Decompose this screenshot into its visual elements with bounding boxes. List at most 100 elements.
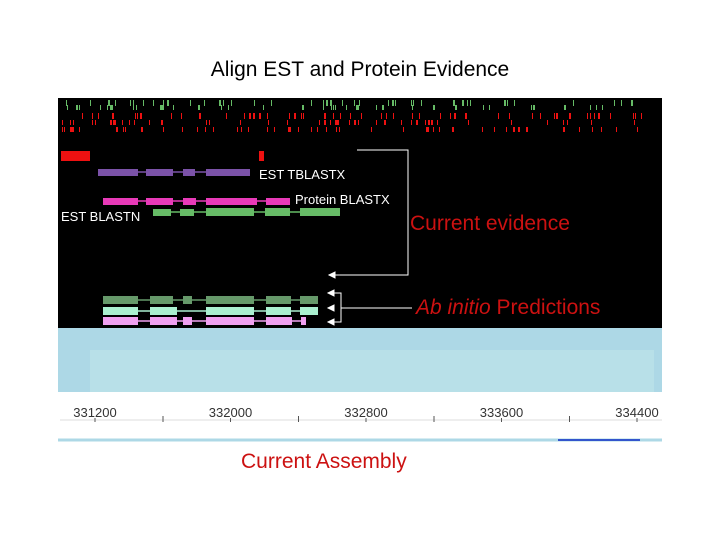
feature-tick <box>70 120 71 125</box>
feature-tick <box>573 100 574 106</box>
feature-tick <box>518 127 520 132</box>
feature-tick <box>73 120 74 125</box>
feature-tick <box>226 113 227 119</box>
feature-tick <box>163 127 164 132</box>
feature-tick <box>590 105 591 110</box>
feature-tick <box>614 100 615 106</box>
feature-tick <box>117 127 118 132</box>
feature-tick <box>335 120 337 125</box>
feature-tick <box>388 100 389 106</box>
ruler-tick-label: 334400 <box>615 405 658 420</box>
feature-tick <box>416 120 418 125</box>
feature-tick <box>133 100 134 106</box>
feature-tick <box>70 127 72 132</box>
feature-tick <box>72 127 74 132</box>
feature-tick <box>110 120 112 125</box>
feature-tick <box>143 100 144 106</box>
feature-tick <box>514 100 515 106</box>
feature-tick <box>135 113 136 119</box>
feature-tick <box>263 105 264 110</box>
feature-tick <box>564 105 566 110</box>
feature-tick <box>219 100 220 106</box>
ruler-tick-label: 333600 <box>480 405 523 420</box>
feature-tick <box>602 105 603 110</box>
label-current-assembly: Current Assembly <box>241 450 407 473</box>
feature-tick <box>616 127 617 132</box>
feature-tick <box>601 127 602 132</box>
feature-tick <box>323 105 324 110</box>
feature-tick <box>323 100 324 106</box>
feature-tick <box>513 127 515 132</box>
feature-tick <box>268 120 269 125</box>
feature-tick <box>140 113 141 119</box>
feature-tick <box>115 120 116 125</box>
feature-tick <box>267 113 268 119</box>
feature-tick <box>592 127 593 132</box>
feature-tick <box>241 127 242 132</box>
est-blastn-track <box>153 208 340 216</box>
feature-tick <box>271 100 272 106</box>
prediction-track-mint <box>103 307 318 315</box>
feature-tick <box>161 120 163 125</box>
feature-tick <box>324 120 326 125</box>
label-ab-initio-predictions: Ab initio Predictions <box>414 296 600 319</box>
feature-tick <box>62 120 63 125</box>
feature-tick <box>563 127 565 132</box>
feature-tick <box>137 113 138 119</box>
feature-tick <box>383 105 384 110</box>
feature-tick <box>428 127 429 132</box>
feature-tick <box>386 113 387 119</box>
feature-tick <box>213 127 214 132</box>
feature-tick <box>182 127 183 132</box>
feature-tick <box>439 127 440 132</box>
feature-tick <box>531 105 532 110</box>
feature-tick <box>504 100 506 106</box>
feature-tick <box>62 127 63 132</box>
feature-tick <box>92 113 93 119</box>
feature-tick <box>412 105 413 110</box>
feature-tick <box>303 113 304 119</box>
feature-tick <box>433 105 435 110</box>
feature-tick <box>431 120 433 125</box>
feature-tick <box>209 120 210 125</box>
feature-tick <box>95 120 96 125</box>
feature-tick <box>206 120 207 125</box>
feature-tick <box>507 100 508 106</box>
feature-tick <box>92 120 93 125</box>
label-protein-blastx: Protein BLASTX <box>295 192 390 207</box>
feature-tick <box>579 127 580 132</box>
feature-tick <box>393 113 394 119</box>
feature-tick <box>467 100 468 106</box>
feature-tick <box>324 113 326 119</box>
feature-tick <box>452 127 454 132</box>
feature-tick <box>526 127 527 132</box>
feature-tick <box>413 100 414 106</box>
feature-tick <box>610 113 611 119</box>
label-current-evidence: Current evidence <box>410 212 570 235</box>
feature-tick <box>454 113 456 119</box>
feature-tick <box>532 113 533 119</box>
feature-tick <box>358 120 359 125</box>
feature-tick <box>637 127 638 132</box>
feature-tick <box>333 105 334 110</box>
feature-tick <box>109 100 110 106</box>
feature-tick <box>428 120 430 125</box>
feature-tick <box>123 127 124 132</box>
feature-tick <box>162 105 164 110</box>
feature-tick <box>349 120 350 125</box>
feature-tick <box>64 127 65 132</box>
ruler-tick-label: 331200 <box>73 405 116 420</box>
feature-tick <box>330 120 331 125</box>
feature-tick <box>455 105 456 110</box>
feature-tick <box>591 120 592 125</box>
feature-tick <box>130 100 131 106</box>
feature-tick <box>437 120 438 125</box>
feature-tick <box>509 113 510 119</box>
feature-tick <box>468 120 469 125</box>
feature-tick <box>590 113 591 119</box>
feature-tick <box>221 105 222 110</box>
ruler-ticks: 331200 332000 332800 333600 334400 <box>73 405 659 422</box>
feature-tick <box>337 120 339 125</box>
feature-tick <box>173 105 174 110</box>
feature-tick <box>237 127 238 132</box>
